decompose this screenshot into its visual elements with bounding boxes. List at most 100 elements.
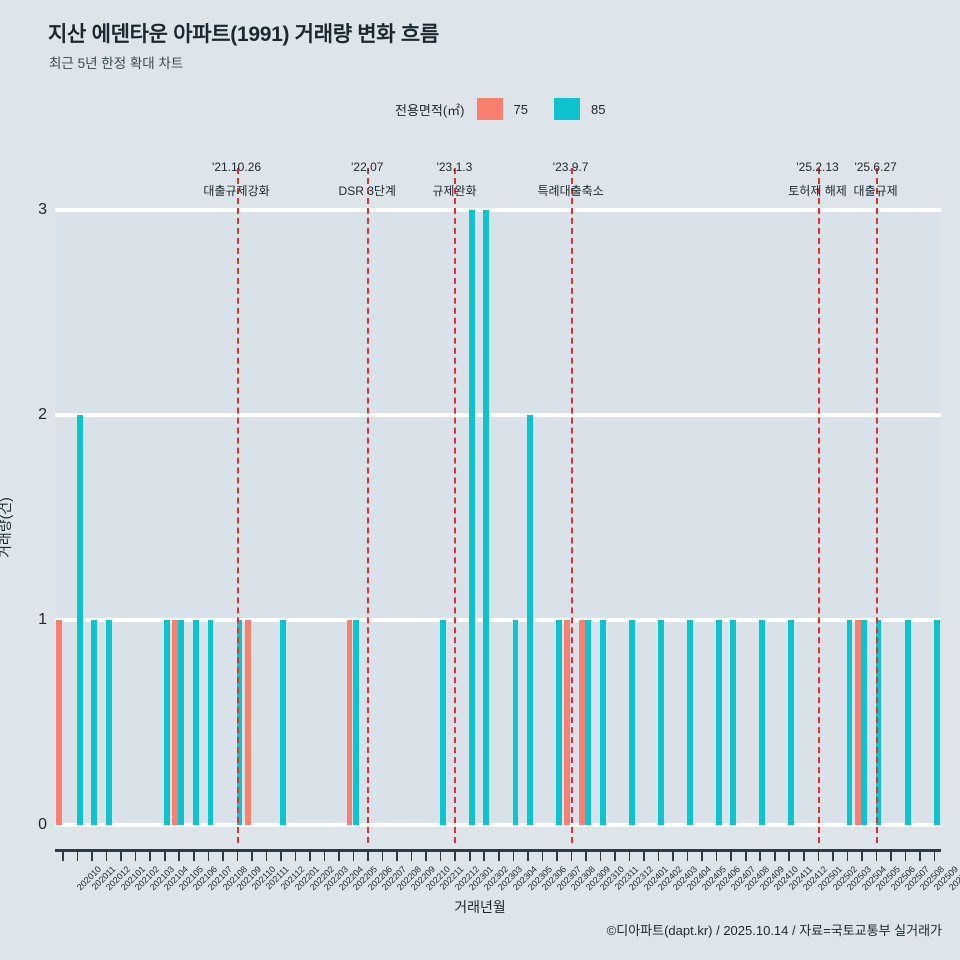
bar (854, 620, 861, 825)
bar (172, 620, 179, 825)
x-axis-tick (91, 852, 93, 861)
y-axis-tick-label: 3 (38, 201, 47, 218)
x-axis-tick (614, 852, 616, 861)
y-axis-tick-label: 1 (38, 611, 47, 628)
x-axis-tick (759, 852, 762, 861)
y-axis-tick-label: 0 (38, 816, 47, 833)
event-marker-line (367, 168, 370, 843)
x-axis-tick (933, 852, 936, 861)
event-name-label: 규제완화 (432, 184, 477, 198)
bar (468, 210, 475, 825)
bar (904, 620, 911, 825)
bar (556, 620, 562, 825)
bar (207, 620, 214, 825)
event-marker-line (817, 168, 820, 843)
y-axis-title: 거래량(건) (0, 496, 13, 558)
x-axis-tick (643, 852, 645, 861)
bar (564, 620, 571, 825)
legend-swatch-75 (476, 98, 503, 120)
bar (759, 620, 766, 825)
x-axis-tick (338, 852, 340, 861)
gridline (55, 208, 941, 212)
bar (76, 415, 83, 825)
event-name-label: 특례대출축소 (537, 184, 604, 198)
bar (512, 620, 519, 825)
x-axis-tick (817, 852, 820, 861)
bar (628, 620, 635, 825)
y-axis-tick-label: 2 (38, 406, 47, 423)
event-date-label: '25.6.27 (854, 160, 897, 174)
legend: 전용면적(㎡) 75 85 (395, 97, 605, 121)
bar (875, 620, 882, 825)
bar (192, 620, 199, 825)
x-axis-tick (556, 852, 558, 861)
x-axis-tick (236, 852, 239, 861)
event-date-label: '23.9.7 (552, 160, 589, 174)
bar (56, 620, 62, 825)
bar (236, 620, 243, 825)
bar (483, 210, 490, 825)
event-date-label: '22.07 (351, 160, 384, 174)
x-axis-tick (410, 852, 413, 861)
x-axis-tick (381, 852, 384, 861)
bar (244, 620, 251, 825)
x-axis-tick (788, 852, 791, 861)
x-axis-tick (439, 852, 442, 861)
bar (178, 620, 185, 825)
event-name-label: 대출규제강화 (203, 184, 270, 198)
gridline (55, 823, 941, 827)
x-axis-tick (861, 852, 863, 861)
page-subtitle: 최근 5년 한정 확대 차트 (49, 56, 184, 71)
x-axis-tick (309, 852, 311, 861)
x-axis-tick (919, 852, 921, 861)
x-axis-line (55, 849, 941, 852)
chart-plot-area: 0 1 2 3 거래량(건) (0, 201, 941, 833)
bar (578, 620, 585, 825)
x-axis-tick (251, 852, 253, 861)
page-title: 지산 에덴타운 아파트(1991) 거래량 변화 흐름 (48, 23, 439, 46)
x-axis-tick (628, 852, 631, 861)
x-axis-tick (163, 852, 166, 861)
x-axis-tick (832, 852, 834, 861)
bar (352, 620, 359, 825)
bar (346, 620, 353, 825)
x-axis-tick (323, 852, 326, 861)
x-axis-tick (207, 852, 210, 861)
event-marker-line (875, 168, 878, 843)
bar (715, 620, 722, 825)
bar (933, 620, 940, 825)
x-axis-title: 거래년월 (454, 899, 506, 915)
x-axis-tick (570, 852, 573, 861)
event-marker-line (236, 168, 239, 843)
bar (163, 620, 170, 825)
legend-swatch-85 (553, 98, 580, 120)
x-axis-tick (294, 852, 297, 861)
bar (599, 620, 606, 825)
x-axis-tick (599, 852, 602, 861)
bar (527, 415, 533, 825)
x-axis-tick (730, 852, 732, 861)
x-axis-tick (672, 852, 674, 861)
legend-label-75: 75 (513, 101, 528, 117)
x-axis-tick (62, 852, 64, 861)
x-axis-tick (425, 852, 427, 861)
bar (585, 620, 591, 825)
x-axis-tick (134, 852, 137, 861)
x-axis-tick (454, 852, 457, 861)
x-axis-tick (803, 852, 805, 861)
event-name-label: 대출규제 (853, 184, 898, 198)
event-name-label: 토허제 해제 (788, 184, 847, 198)
x-axis-tick (192, 852, 195, 861)
bar (280, 620, 286, 825)
x-axis-tick (846, 852, 849, 861)
x-axis-tick (527, 852, 529, 861)
x-axis-tick (875, 852, 878, 861)
x-axis-tick (483, 852, 486, 861)
x-axis-tick (367, 852, 369, 861)
bar (91, 620, 98, 825)
event-date-label: '23.1.3 (436, 160, 473, 174)
x-axis-tick (585, 852, 587, 861)
bar (861, 620, 867, 825)
event-marker-line (454, 168, 457, 843)
x-axis-tick (773, 852, 776, 861)
